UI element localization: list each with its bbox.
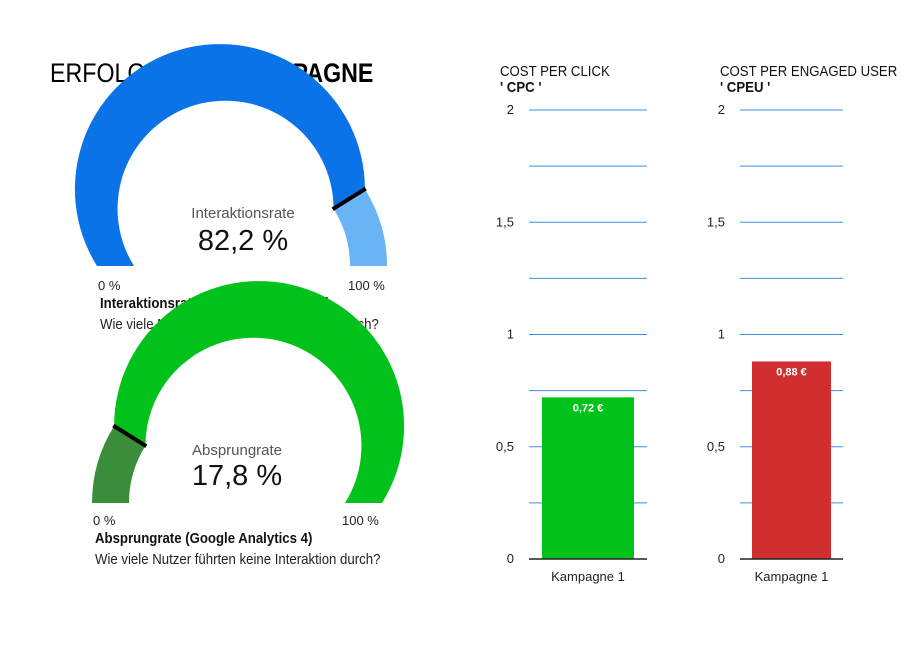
bar-chart-cpeu-ytick-label: 1,5 [707,214,725,229]
bar-chart-cpeu-data-label: 0,88 € [776,366,807,378]
gauge-interaktionsrate-label: Interaktionsrate [191,205,295,222]
bar-chart-cpeu-subtitle: ' CPEU ' [720,79,771,96]
bar-chart-cpc-data-label: 0,72 € [573,402,604,414]
bar-chart-cpc-ytick-label: 2 [507,102,514,117]
bar-chart-cpeu-ytick-label: 1 [718,327,725,342]
gauge-absprungrate-remaining-segment [114,281,405,503]
gauge-interaktionsrate-value: 82,2 % [197,225,289,257]
bar-chart-cpeu-title-text: COST PER ENGAGED USER [720,63,898,80]
bar-chart-cpeu-ytick-label: 2 [718,102,725,117]
bar-chart-cpc-category-label: Kampagne 1 [551,569,625,584]
gauge-absprungrate-label: Absprungrate [191,442,283,459]
gauge-absprungrate-max-label: 100 % [342,513,379,528]
bar-chart-cpc-subtitle: ' CPC ' [500,79,542,96]
bar-chart-cpc-ytick-label: 0 [507,551,514,566]
gauge-absprungrate-value-segment [92,426,146,503]
gauge-absprungrate-subtitle: Wie viele Nutzer führten keine Interakti… [95,551,381,568]
gauge-absprungrate-marker [112,423,148,448]
gauge-interaktionsrate-min-label: 0 % [98,278,121,293]
gauge-interaktionsrate-remaining-segment [333,189,387,266]
bar-chart-cpc-bar [542,397,634,559]
bar-chart-cpc-title-text: COST PER CLICK [500,63,610,80]
bar-chart-cpc-ytick-label: 1 [507,327,514,342]
gauge-absprungrate-min-label: 0 % [93,513,116,528]
gauge-interaktionsrate-max-label: 100 % [348,278,385,293]
bar-chart-cpeu-ytick-label: 0 [718,551,725,566]
bar-chart-cpc-ytick-label: 1,5 [496,214,514,229]
gauge-absprungrate-title: Absprungrate (Google Analytics 4) [95,530,313,547]
bar-chart-cpc-ytick-label: 0,5 [496,439,514,454]
bar-chart-cpc-title: COST PER CLICK ' CPC ' [500,64,610,96]
bar-chart-cpeu-ytick-label: 0,5 [707,439,725,454]
gauge-interaktionsrate-value-segment [74,44,365,267]
bar-chart-cpeu-bar [752,361,831,559]
gauge-absprungrate-value: 17,8 % [191,460,283,492]
bar-chart-cpeu-title: COST PER ENGAGED USER ' CPEU ' [720,64,897,96]
gauge-interaktionsrate-marker [331,186,367,211]
bar-chart-cpeu-category-label: Kampagne 1 [755,569,829,584]
